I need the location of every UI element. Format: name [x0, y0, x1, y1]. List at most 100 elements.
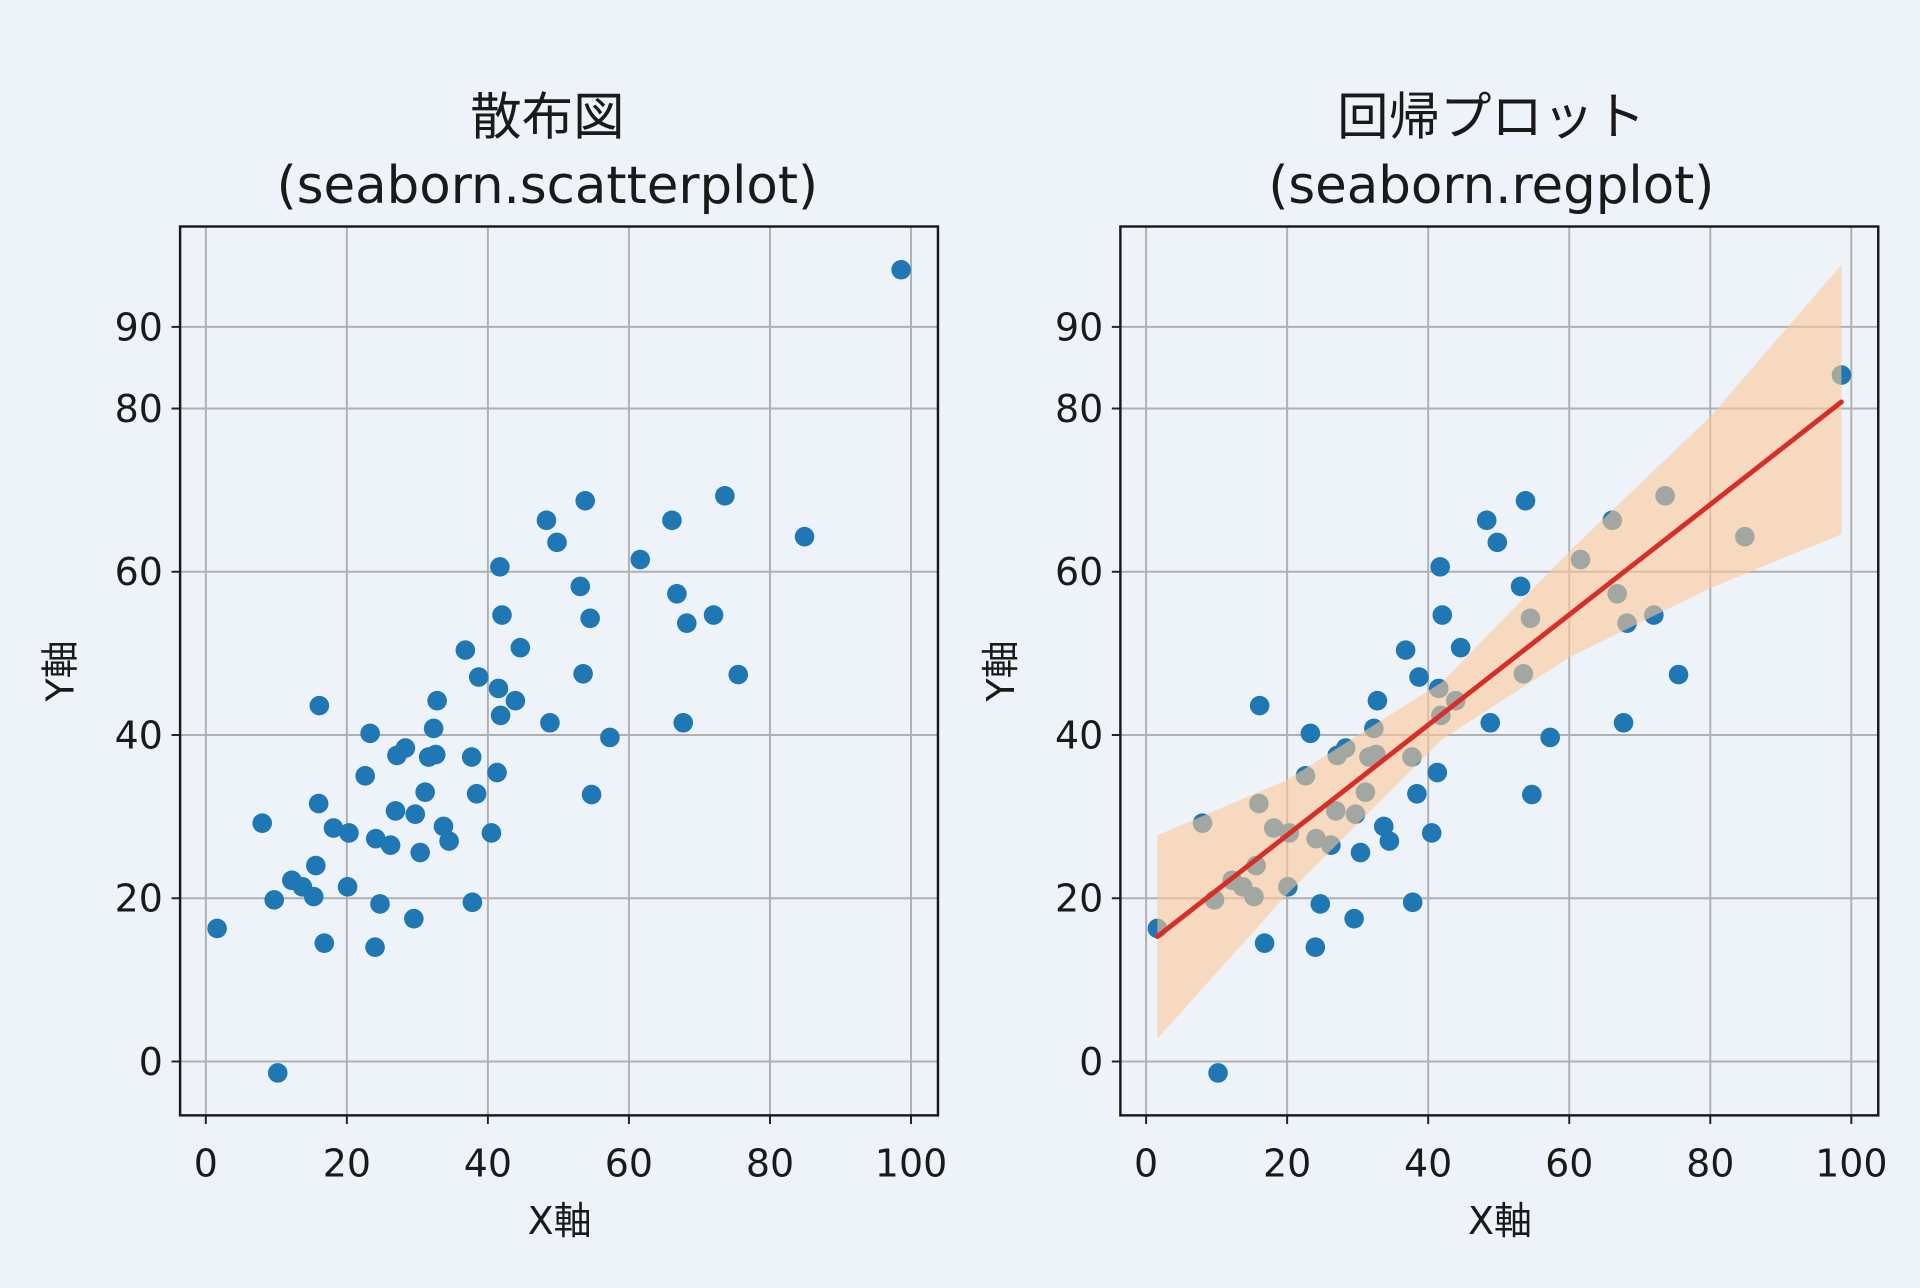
y-tick-label: 20: [115, 877, 163, 921]
x-tick-label: 80: [746, 1142, 794, 1186]
data-point: [468, 667, 489, 687]
data-point: [580, 608, 600, 629]
x-axis-label: X軸: [528, 1199, 592, 1243]
panel-scatterplot: 散布図 (seaborn.scatterplot) 0 20 40 60 80 100 0 2…: [39, 88, 948, 1243]
data-point: [1409, 667, 1429, 687]
y-tick-label: 80: [115, 387, 163, 431]
data-point: [339, 823, 359, 843]
data-point: [337, 877, 358, 897]
data-point: [630, 549, 651, 570]
data-point: [1300, 723, 1321, 744]
data-point: [1515, 490, 1536, 511]
data-point: [575, 490, 596, 511]
data-point: [1373, 816, 1394, 837]
data-point: [404, 908, 424, 929]
data-point: [461, 747, 482, 767]
data-point: [466, 783, 487, 804]
data-point: [425, 744, 446, 765]
data-point: [1305, 937, 1326, 958]
data-point: [1395, 640, 1416, 660]
x-tick-label: 40: [464, 1142, 512, 1186]
x-tick-label: 80: [1686, 1142, 1734, 1186]
data-point: [380, 835, 401, 855]
data-point: [1407, 783, 1427, 804]
data-point: [600, 727, 620, 748]
data-point: [410, 842, 430, 863]
data-point: [573, 663, 593, 684]
y-tick-label: 0: [1079, 1040, 1103, 1084]
data-point: [794, 526, 815, 547]
data-point: [1450, 637, 1471, 658]
data-point: [1540, 727, 1560, 748]
data-point: [365, 828, 386, 849]
data-point: [1432, 605, 1453, 625]
title-line1: 散布図: [470, 88, 624, 148]
data-point: [355, 766, 375, 786]
data-point: [455, 640, 476, 660]
data-point: [540, 712, 560, 733]
y-tick-label: 80: [1055, 387, 1103, 431]
x-tick-label: 20: [1263, 1142, 1311, 1186]
data-point: [323, 818, 344, 838]
y-tick-label: 90: [1055, 305, 1103, 349]
data-point: [395, 738, 416, 758]
data-point: [1522, 784, 1542, 805]
y-tick-label: 40: [115, 713, 163, 757]
x-tick-label: 0: [194, 1142, 218, 1186]
title-line1: 回帰プロット: [1337, 88, 1645, 148]
data-point: [1480, 712, 1501, 733]
data-point: [510, 637, 531, 658]
data-point: [360, 723, 380, 744]
data-point: [308, 793, 329, 814]
regression-line: [1154, 399, 1844, 940]
x-tick-label: 60: [605, 1142, 653, 1186]
data-point: [547, 532, 567, 553]
x-tick-label: 60: [1545, 1142, 1593, 1186]
data-point: [1367, 690, 1388, 711]
data-point: [1350, 842, 1371, 863]
data-point: [570, 576, 591, 597]
data-point: [309, 695, 330, 716]
y-axis-label: Y軸: [39, 640, 83, 702]
data-point: [1613, 712, 1634, 733]
data-point: [581, 784, 602, 805]
data-point: [1427, 762, 1448, 783]
data-point: [490, 557, 510, 577]
data-point: [536, 510, 557, 531]
data-point: [370, 894, 390, 914]
data-point: [703, 605, 724, 625]
y-tick-label: 0: [139, 1040, 163, 1084]
data-point: [314, 933, 335, 953]
x-tick-label: 100: [1815, 1142, 1887, 1186]
panel-regplot: 回帰プロット (seaborn.regplot) 0 20 40 60 80 100 0 20…: [979, 88, 1888, 1243]
data-point: [1476, 510, 1497, 531]
data-point: [1344, 908, 1364, 929]
data-point: [715, 486, 735, 506]
data-point: [1310, 894, 1331, 914]
data-point: [267, 1063, 288, 1083]
data-point: [667, 584, 687, 604]
data-point: [423, 718, 444, 739]
y-axis-label: Y軸: [979, 640, 1023, 702]
axes-regplot: 0 20 40 60 80 100 0 20 40 60 80 90: [1055, 225, 1888, 1186]
data-point: [492, 605, 512, 625]
title-line2: (seaborn.scatterplot): [277, 156, 818, 216]
data-point: [673, 712, 694, 733]
x-tick-label: 40: [1404, 1142, 1452, 1186]
y-tick-label: 60: [115, 550, 163, 594]
axes-scatter: 0 20 40 60 80 100 0 20 40 60 80 90: [115, 225, 947, 1186]
data-point: [490, 705, 511, 726]
data-point: [207, 918, 227, 939]
data-point: [405, 804, 426, 824]
data-point: [1208, 1063, 1228, 1083]
data-point: [264, 890, 285, 910]
data-point: [385, 801, 406, 821]
data-point: [1379, 831, 1400, 851]
data-point: [1510, 576, 1531, 597]
data-point: [505, 690, 526, 711]
data-point: [415, 782, 435, 802]
y-tick-label: 60: [1055, 550, 1103, 594]
data-point: [481, 823, 502, 843]
y-tick-label: 90: [115, 305, 163, 349]
